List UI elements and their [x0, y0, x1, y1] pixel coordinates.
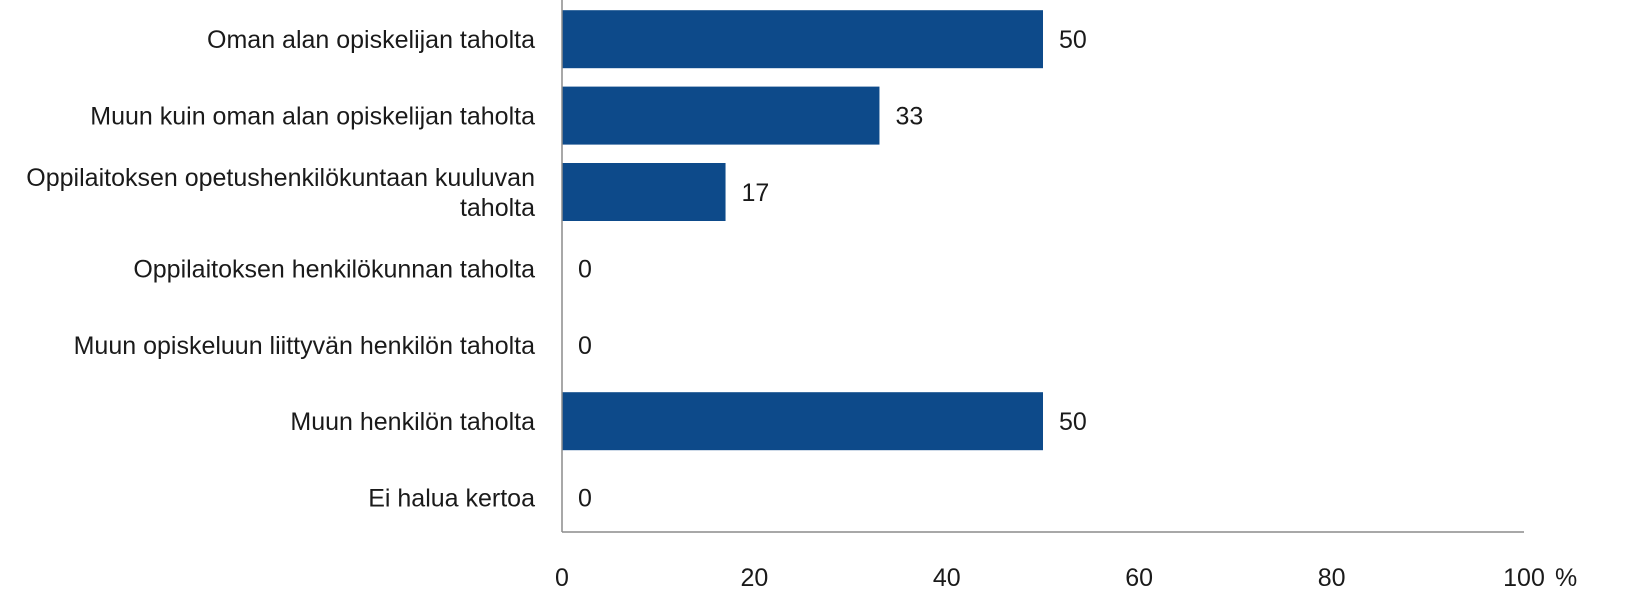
value-label-0: 50: [1059, 26, 1087, 54]
value-label-2: 17: [742, 179, 770, 207]
category-label-2-line-1: taholta: [460, 194, 535, 222]
category-label-6: Ei halua kertoa: [368, 485, 535, 513]
bar-1: [562, 86, 880, 145]
value-label-4: 0: [578, 332, 592, 360]
category-label-5: Muun henkilön taholta: [290, 408, 535, 436]
value-label-6: 0: [578, 485, 592, 513]
category-label-2-line-0: Oppilaitoksen opetushenkilökuntaan kuulu…: [26, 164, 535, 192]
x-tick-label-100: 100: [1503, 564, 1545, 592]
category-label-0: Oman alan opiskelijan taholta: [207, 26, 535, 54]
category-label-3: Oppilaitoksen henkilökunnan taholta: [133, 255, 535, 283]
category-labels-group: Oman alan opiskelijan taholta Muun kuin o…: [26, 26, 535, 512]
category-label-1: Muun kuin oman alan opiskelijan taholta: [90, 103, 535, 131]
x-tick-label-60: 60: [1125, 564, 1153, 592]
bars-group: [562, 10, 1043, 451]
x-tick-label-80: 80: [1318, 564, 1346, 592]
value-labels-group: 50 33 17 0 0 50 0: [578, 26, 1087, 512]
bar-0: [562, 10, 1043, 69]
value-label-1: 33: [895, 103, 923, 131]
x-axis-unit: %: [1555, 564, 1577, 592]
category-label-4: Muun opiskeluun liittyvän henkilön tahol…: [74, 332, 535, 360]
value-label-5: 50: [1059, 408, 1087, 436]
bar-5: [562, 392, 1043, 451]
bar-2: [562, 163, 726, 221]
value-label-3: 0: [578, 255, 592, 283]
x-tick-label-40: 40: [933, 564, 961, 592]
x-tick-label-20: 20: [740, 564, 768, 592]
x-tick-labels-group: 0 20 40 60 80 100: [555, 564, 1545, 592]
x-tick-label-0: 0: [555, 564, 569, 592]
